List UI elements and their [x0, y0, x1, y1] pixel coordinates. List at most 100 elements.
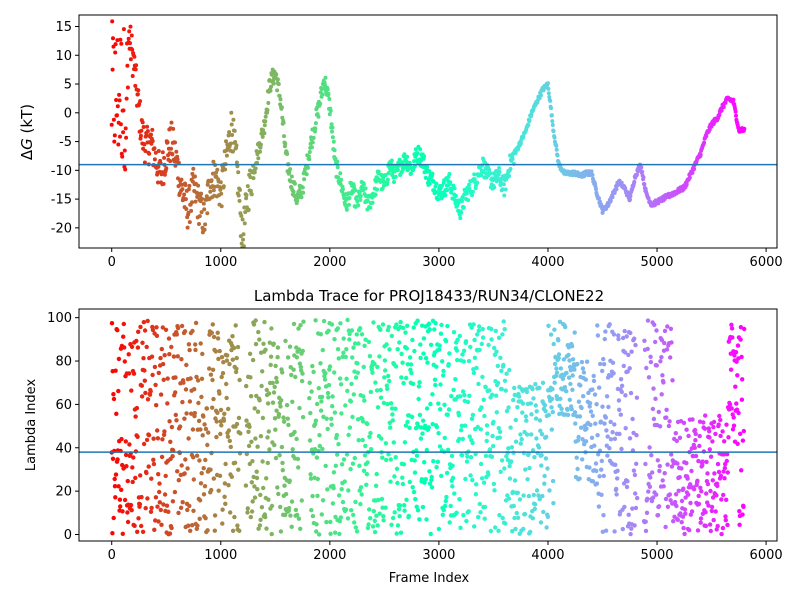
lambda-point — [520, 410, 525, 415]
lambda-point — [710, 478, 715, 483]
lambda-point — [223, 501, 228, 506]
lambda-point — [167, 531, 173, 536]
lambda-point — [333, 463, 338, 468]
lambda-point — [679, 466, 684, 471]
delta-g-point — [260, 134, 265, 139]
delta-g-point — [301, 190, 306, 195]
x-tick-label: 4000 — [531, 255, 564, 270]
lambda-point — [270, 380, 275, 386]
lambda-point — [528, 401, 533, 406]
lambda-point — [374, 471, 379, 477]
lambda-point — [281, 419, 287, 424]
delta-g-point — [320, 92, 325, 97]
lambda-point — [308, 410, 313, 416]
delta-g-point — [597, 199, 602, 204]
lambda-point — [324, 416, 329, 421]
lambda-point — [382, 358, 388, 363]
delta-g-point — [202, 227, 207, 232]
lambda-point — [654, 328, 659, 333]
lambda-point — [626, 352, 631, 358]
lambda-point — [488, 528, 494, 534]
lambda-point — [423, 356, 429, 361]
lambda-point — [244, 383, 249, 389]
delta-g-point — [702, 140, 707, 145]
lambda-point — [397, 340, 402, 345]
lambda-point — [184, 362, 189, 368]
lambda-point — [191, 508, 196, 513]
delta-g-point — [464, 191, 469, 196]
lambda-point — [707, 522, 713, 527]
lambda-point — [156, 519, 161, 524]
lambda-point — [341, 336, 346, 341]
lambda-point — [480, 374, 485, 380]
lambda-point — [709, 504, 715, 510]
lambda-point — [237, 377, 242, 383]
delta-g-point — [265, 108, 270, 113]
lambda-point — [357, 488, 362, 493]
lambda-point — [281, 415, 286, 420]
delta-g-point — [635, 172, 639, 177]
lambda-point — [410, 337, 415, 343]
lambda-point — [286, 506, 292, 511]
lambda-point — [146, 433, 152, 438]
lambda-x-axis-label: Frame Index — [389, 571, 470, 586]
delta-g-point — [279, 105, 284, 110]
lambda-point — [643, 461, 648, 467]
lambda-point — [384, 383, 390, 388]
lambda-point — [653, 339, 658, 345]
lambda-point — [440, 359, 445, 364]
delta-g-point — [330, 125, 335, 130]
lambda-point — [403, 423, 409, 428]
lambda-point — [356, 341, 361, 346]
lambda-point — [236, 415, 242, 421]
delta-g-point — [193, 174, 197, 179]
lambda-point — [186, 436, 191, 441]
lambda-point — [173, 390, 178, 395]
lambda-point — [194, 453, 200, 458]
lambda-point — [254, 469, 259, 474]
lambda-point — [562, 385, 568, 390]
lambda-point — [235, 523, 240, 528]
lambda-point — [591, 378, 597, 384]
lambda-point — [719, 497, 724, 502]
lambda-point — [657, 468, 662, 474]
delta-g-point — [233, 140, 238, 144]
x-tick-label: 1000 — [204, 548, 237, 563]
y-tick-label: 5 — [64, 78, 72, 93]
lambda-point — [291, 367, 296, 372]
lambda-point — [190, 523, 195, 528]
lambda-point — [322, 377, 328, 382]
lambda-point — [565, 412, 571, 418]
lambda-point — [692, 445, 697, 450]
delta-g-point — [197, 222, 201, 226]
lambda-point — [300, 371, 305, 376]
lambda-point — [494, 393, 499, 398]
lambda-point — [307, 380, 312, 385]
lambda-point — [696, 501, 702, 507]
lambda-point — [569, 406, 574, 412]
lambda-point — [315, 493, 320, 498]
lambda-point — [594, 468, 599, 474]
delta-g-point — [589, 169, 594, 174]
delta-g-point — [443, 193, 448, 198]
y-tick-label: -5 — [59, 135, 72, 150]
lambda-point — [388, 457, 393, 462]
lambda-point — [348, 466, 353, 472]
lambda-point — [340, 499, 346, 505]
lambda-point — [528, 529, 533, 535]
lambda-point — [541, 509, 546, 515]
lambda-point — [564, 370, 569, 376]
lambda-point — [116, 356, 122, 362]
delta-g-point — [307, 157, 312, 162]
lambda-point — [129, 388, 134, 393]
lambda-point — [150, 327, 156, 333]
lambda-point — [444, 494, 449, 500]
delta-g-point — [501, 182, 506, 187]
lambda-point — [685, 476, 690, 481]
lambda-point — [658, 359, 663, 364]
lambda-point — [600, 368, 605, 374]
delta-g-point — [467, 182, 471, 187]
lambda-point — [400, 481, 406, 487]
lambda-point — [273, 363, 278, 369]
delta-g-point — [323, 75, 328, 80]
